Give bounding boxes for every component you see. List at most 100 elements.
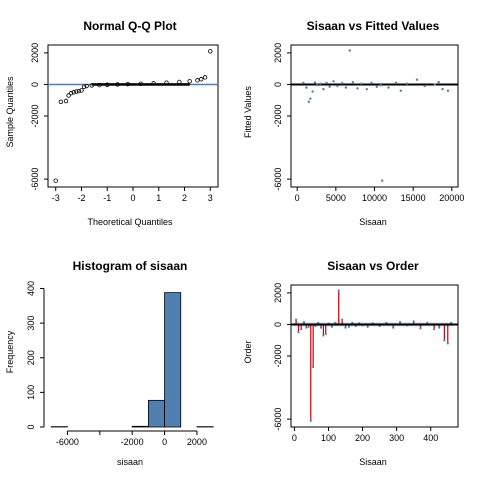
order-point	[419, 327, 421, 329]
hist-x-tick-label: -6000	[56, 437, 79, 447]
hist-title: Histogram of sisaan	[73, 259, 188, 273]
order-point	[367, 326, 369, 328]
qq-ylabel: Sample Quantiles	[5, 76, 15, 148]
qq-point	[178, 80, 182, 84]
fitted-point	[360, 82, 362, 84]
fitted-point	[424, 85, 426, 87]
order-y-tick-label: 2000	[273, 283, 283, 303]
order-point	[341, 319, 343, 321]
fitted-x-tick-label: 0	[295, 193, 300, 203]
fitted-point	[400, 90, 402, 92]
hist-y-tick-label: 200	[26, 350, 36, 365]
order-x-tick-label: 0	[292, 433, 297, 443]
fitted-point	[434, 83, 436, 85]
fitted-y-tick-label: -6000	[273, 168, 283, 191]
hist-bar	[132, 426, 148, 427]
hist-x-tick-label: 0	[162, 437, 167, 447]
hist-y-tick-label: 400	[26, 281, 36, 296]
order-x-tick-label: 400	[423, 433, 438, 443]
order-point	[413, 320, 415, 322]
order-point	[338, 289, 340, 291]
fitted-point	[325, 82, 327, 84]
fitted-point	[311, 90, 313, 92]
histogram-panel: Histogram of sisaan sisaan Frequency -60…	[5, 259, 213, 467]
hist-x-tick-label: -2000	[121, 437, 144, 447]
qq-point	[199, 77, 203, 81]
qq-point	[188, 79, 192, 83]
order-point	[305, 327, 307, 329]
order-point	[303, 321, 305, 323]
fitted-y-tick-label: 0	[273, 82, 283, 87]
fitted-plot-panel: Sisaan vs Fitted Values Sisaan Fitted Va…	[243, 19, 464, 227]
hist-bar	[148, 400, 164, 427]
fitted-ylabel: Fitted Values	[243, 86, 253, 138]
fitted-point	[328, 86, 330, 88]
hist-bar	[165, 293, 181, 427]
order-x-tick-label: 300	[389, 433, 404, 443]
fitted-point	[308, 101, 310, 103]
qq-y-tick-label: -6000	[30, 168, 40, 191]
order-point	[331, 326, 333, 328]
fitted-point	[332, 80, 334, 82]
fitted-title: Sisaan vs Fitted Values	[307, 19, 440, 33]
order-point	[320, 327, 322, 329]
order-plot-frame	[291, 285, 458, 427]
order-y-tick-label: 0	[273, 322, 283, 327]
order-x-tick-label: 200	[355, 433, 370, 443]
hist-y-tick-label: 100	[26, 385, 36, 400]
qq-x-tick-label: 1	[156, 193, 161, 203]
order-point	[438, 327, 440, 329]
order-point	[433, 328, 435, 330]
order-point	[308, 326, 310, 328]
order-point	[443, 339, 445, 341]
fitted-point	[416, 79, 418, 81]
fitted-x-tick-label: 15000	[401, 193, 426, 203]
fitted-x-tick-label: 20000	[439, 193, 464, 203]
qq-point	[196, 79, 200, 83]
order-point	[295, 319, 297, 321]
hist-y-tick-label: 300	[26, 316, 36, 331]
fitted-point	[322, 88, 324, 90]
fitted-point	[316, 84, 318, 86]
fitted-point	[379, 84, 381, 86]
fitted-point	[441, 88, 443, 90]
order-point	[399, 321, 401, 323]
hist-x-tick-label: 2000	[187, 437, 207, 447]
qq-plot-frame	[48, 45, 218, 187]
fitted-point	[349, 49, 351, 51]
fitted-point	[381, 179, 383, 181]
qq-point	[64, 99, 68, 103]
hist-xlabel: sisaan	[117, 457, 143, 467]
fitted-point	[366, 88, 368, 90]
fitted-point	[314, 81, 316, 83]
order-point	[297, 331, 299, 333]
qq-x-tick-label: -2	[77, 193, 85, 203]
hist-y-tick-label: 0	[26, 424, 36, 429]
qq-x-tick-label: 0	[130, 193, 135, 203]
qq-x-tick-label: -3	[52, 193, 60, 203]
fitted-point	[406, 82, 408, 84]
fitted-point	[305, 86, 307, 88]
qq-point	[203, 76, 207, 80]
qq-xlabel: Theoretical Quantiles	[87, 217, 173, 227]
fitted-point	[319, 82, 321, 84]
order-point	[300, 328, 302, 330]
order-title: Sisaan vs Order	[327, 259, 419, 273]
order-point	[447, 342, 449, 344]
fitted-point	[437, 81, 439, 83]
fitted-plot-frame	[291, 45, 458, 187]
order-x-tick-label: 100	[321, 433, 336, 443]
qq-title: Normal Q-Q Plot	[83, 19, 176, 33]
qq-y-tick-label: 0	[30, 82, 40, 87]
qq-y-tick-label: 2000	[30, 43, 40, 63]
order-ylabel: Order	[243, 340, 253, 363]
fitted-xlabel: Sisaan	[359, 217, 387, 227]
order-y-tick-label: -6000	[273, 408, 283, 431]
order-point	[344, 327, 346, 329]
fitted-point	[309, 97, 311, 99]
hist-ylabel: Frequency	[5, 330, 15, 373]
fitted-point	[345, 86, 347, 88]
qq-point	[208, 50, 212, 54]
